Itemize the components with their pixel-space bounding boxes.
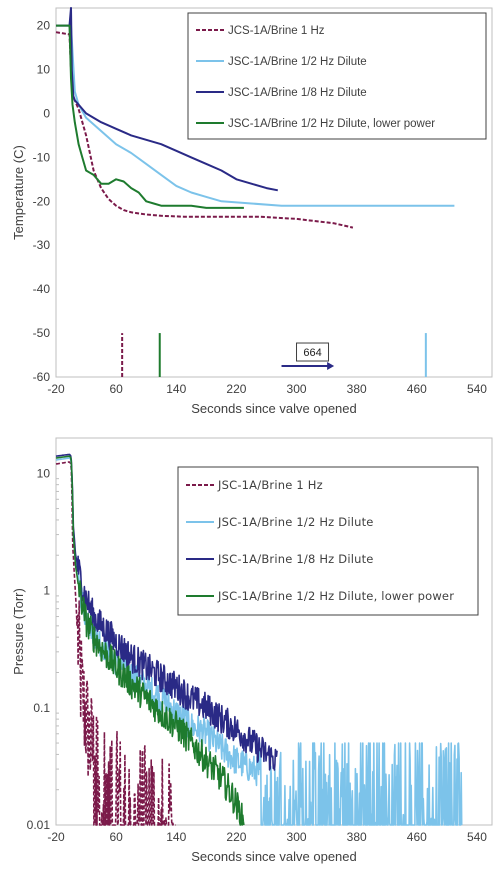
y-tick-label: 1 [43, 584, 50, 598]
y-tick-label: 0.01 [27, 818, 51, 832]
y-tick-label: -40 [33, 282, 51, 296]
x-tick-label: 140 [166, 382, 186, 396]
x-tick-label: 220 [226, 830, 246, 844]
x-tick-label: 380 [347, 830, 367, 844]
x-tick-label: 460 [407, 382, 427, 396]
y-tick-label: 0 [43, 106, 50, 120]
legend-label-jsc-1a-brine-1-2-hz-dilute: JSC-1A/Brine 1/2 Hz Dilute [217, 515, 374, 529]
y-tick-label: 10 [37, 63, 51, 77]
x-tick-label: -20 [47, 382, 65, 396]
x-tick-label: 540 [467, 382, 487, 396]
pressure-chart: -20 60 140 220 300 380 460 540 10 1 0.1 0.01 Seconds… [11, 437, 493, 864]
series-line-jsc-1a-brine-1-hz [55, 461, 177, 826]
x-tick-label: 60 [109, 382, 123, 396]
legend-label-jsc-1a-brine-1-2-hz-dilute: JSC-1A/Brine 1/2 Hz Dilute [228, 56, 367, 68]
y-axis-label: Pressure (Torr) [11, 588, 26, 675]
x-tick-label: 460 [407, 830, 427, 844]
x-axis-label: Seconds since valve opened [191, 849, 357, 864]
x-tick-label: 380 [347, 382, 367, 396]
y-tick-label: -20 [33, 194, 51, 208]
x-axis-label: Seconds since valve opened [191, 401, 357, 416]
series-line-jsc-1a-brine-1-2-hz-dilute-lower-power [56, 24, 244, 209]
annotation-box [296, 342, 330, 362]
series-line-jsc-1a-brine-1-2-hz-dilute [70, 25, 455, 207]
series-line-jcs-1a-brine-1-hz [55, 31, 354, 229]
legend-box [177, 466, 479, 616]
y-tick-label: -10 [33, 150, 51, 164]
annotation-label: 664 [303, 347, 321, 359]
y-tick-label: -50 [33, 326, 51, 340]
legend-label-jcs-1a-brine-1-hz: JCS-1A/Brine 1 Hz [228, 25, 325, 37]
x-tick-label: 60 [109, 830, 123, 844]
y-tick-label: 0.1 [33, 701, 50, 715]
y-tick-label: -60 [33, 370, 51, 384]
y-tick-label: 20 [37, 19, 51, 33]
legend-label-jsc-1a-brine-1-8-hz-dilute: JSC-1A/Brine 1/8 Hz Dilute [228, 87, 367, 99]
x-tick-label: 540 [467, 830, 487, 844]
x-tick-label: 140 [166, 830, 186, 844]
legend-label-jsc-1a-brine-1-2-hz-dilute-lower-power: JSC-1A/Brine 1/2 Hz Dilute, lower power [217, 589, 454, 603]
series-line-jsc-1a-brine-1-8-hz-dilute [56, 7, 278, 192]
plot-area-border [55, 7, 493, 378]
y-tick-label: -30 [33, 238, 51, 252]
legend-box [187, 12, 487, 140]
y-axis-label: Temperature (C) [11, 145, 26, 240]
x-tick-label: 220 [226, 382, 246, 396]
legend-label-jsc-1a-brine-1-2-hz-dilute-lower-power: JSC-1A/Brine 1/2 Hz Dilute, lower power [228, 118, 435, 130]
x-tick-label: 300 [287, 830, 307, 844]
x-tick-label: -20 [47, 830, 65, 844]
y-tick-label: 10 [37, 466, 51, 480]
temperature-chart: -20 60 140 220 300 380 460 540 20 10 0 -10 -20 -30 -40… [11, 7, 493, 416]
legend-label-jsc-1a-brine-1-8-hz-dilute: JSC-1A/Brine 1/8 Hz Dilute [217, 552, 374, 566]
x-tick-label: 300 [287, 382, 307, 396]
annotation-arrow-head [327, 362, 335, 371]
series-line-jsc-1a-brine-1-2-hz-dilute-lower-power [55, 455, 245, 826]
legend-label-jsc-1a-brine-1-hz: JSC-1A/Brine 1 Hz [217, 478, 323, 492]
